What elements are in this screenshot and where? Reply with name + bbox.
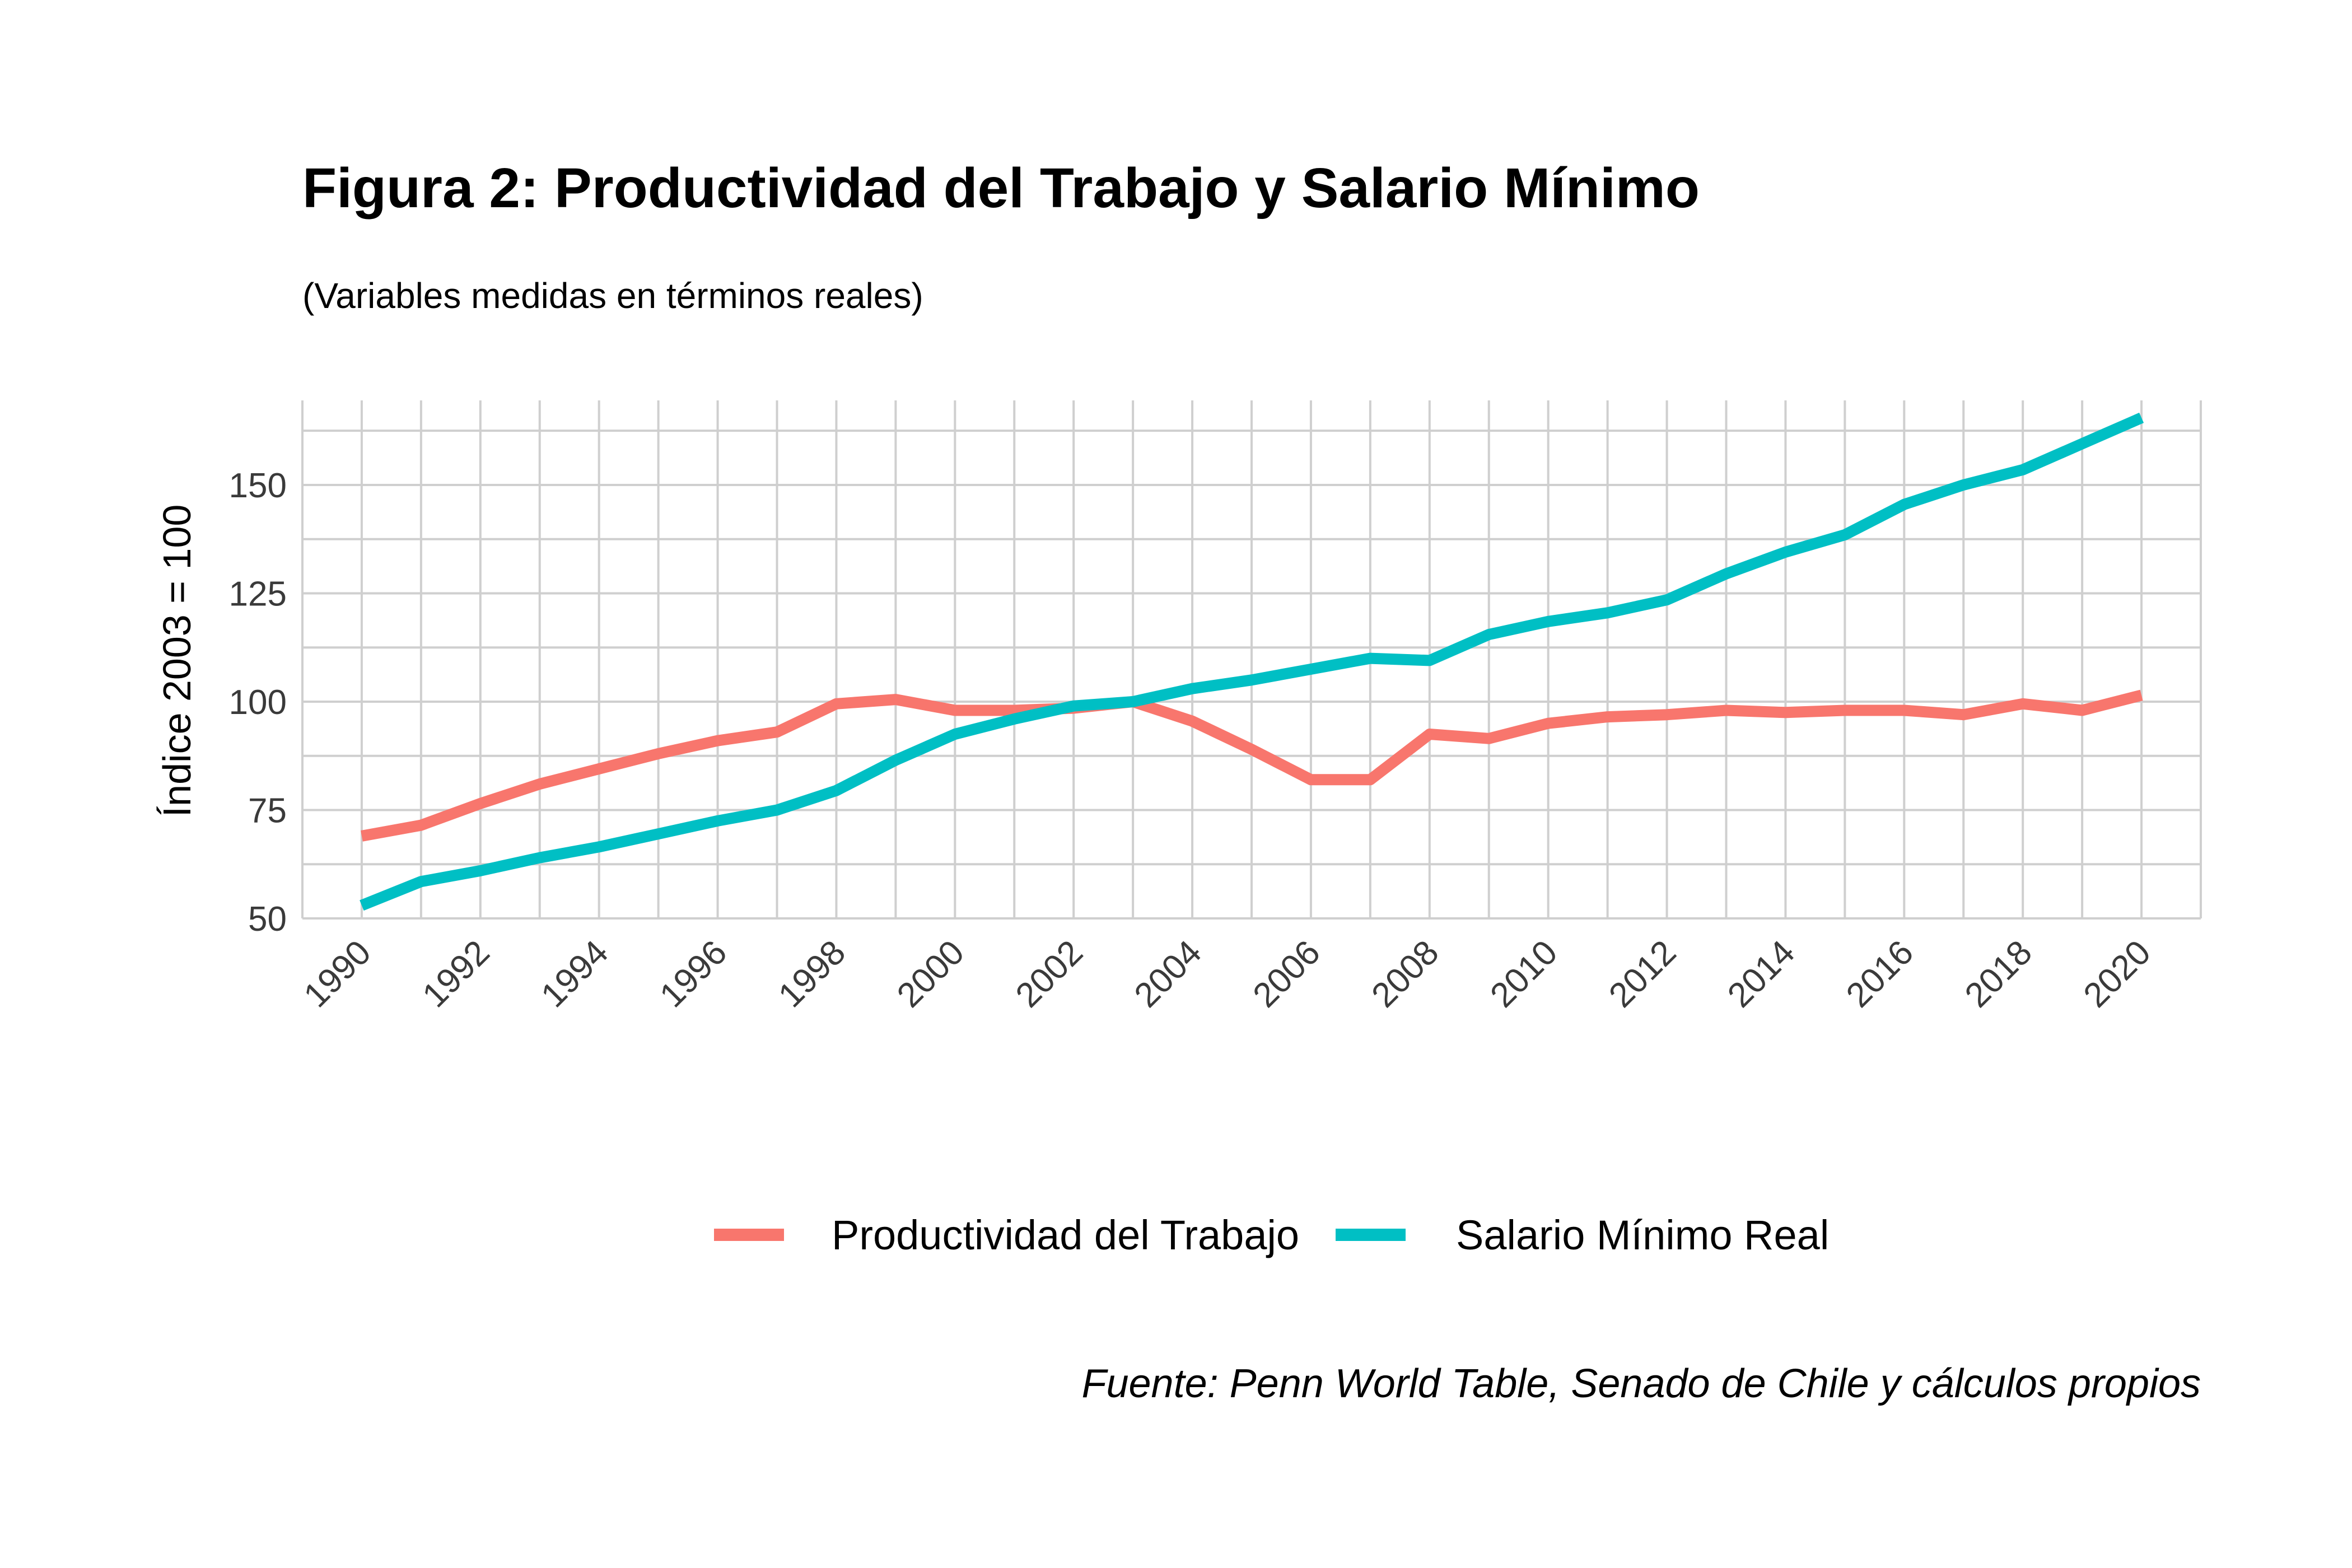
x-tick-label: 2016: [1839, 933, 1921, 1015]
y-axis: 50 75 100 125 150: [229, 466, 287, 939]
legend-label: Productividad del Trabajo: [832, 1212, 1299, 1258]
x-tick-label: 2004: [1127, 933, 1209, 1015]
series-line-2: [360, 412, 2144, 911]
x-tick-label: 2014: [1720, 933, 1802, 1015]
y-tick-label: 125: [229, 575, 287, 613]
x-tick-label: 2018: [1958, 933, 2040, 1015]
chart-subtitle: (Variables medidas en términos reales): [302, 276, 923, 316]
x-tick-label: 2006: [1246, 933, 1328, 1015]
y-tick-label: 75: [248, 791, 287, 830]
series-line-1: [361, 689, 2143, 842]
x-tick-label: 2020: [2076, 933, 2158, 1015]
y-tick-label: 150: [229, 466, 287, 505]
y-axis-title: Índice 2003 = 100: [155, 505, 199, 818]
chart-title: Figura 2: Productividad del Trabajo y Sa…: [302, 157, 1700, 220]
x-tick-label: 2008: [1364, 933, 1446, 1015]
y-tick-label: 50: [248, 900, 287, 939]
x-tick-label: 1990: [297, 933, 379, 1015]
x-tick-label: 1992: [415, 933, 497, 1015]
x-tick-label: 2002: [1009, 933, 1090, 1015]
plot-area: 50 75 100 125 150 1990 1992 1994 1996 1998 2000 20…: [229, 400, 2202, 1015]
x-axis: 1990 1992 1994 1996 1998 2000 2002 2004 2006 2008…: [297, 933, 2158, 1015]
x-tick-label: 1996: [652, 933, 734, 1015]
series-layer: [360, 412, 2144, 911]
legend-label: Salario Mínimo Real: [1456, 1212, 1829, 1258]
x-tick-label: 2012: [1602, 933, 1683, 1015]
x-tick-label: 2000: [890, 933, 972, 1015]
grid: [301, 400, 2202, 920]
x-tick-label: 2010: [1483, 933, 1565, 1015]
chart-caption: Fuente: Penn World Table, Senado de Chil…: [1081, 1361, 2201, 1406]
y-tick-label: 100: [229, 683, 287, 722]
x-tick-label: 1998: [771, 933, 853, 1015]
x-tick-label: 1994: [534, 933, 615, 1015]
legend: Productividad del Trabajo Salario Mínimo …: [714, 1212, 1829, 1258]
